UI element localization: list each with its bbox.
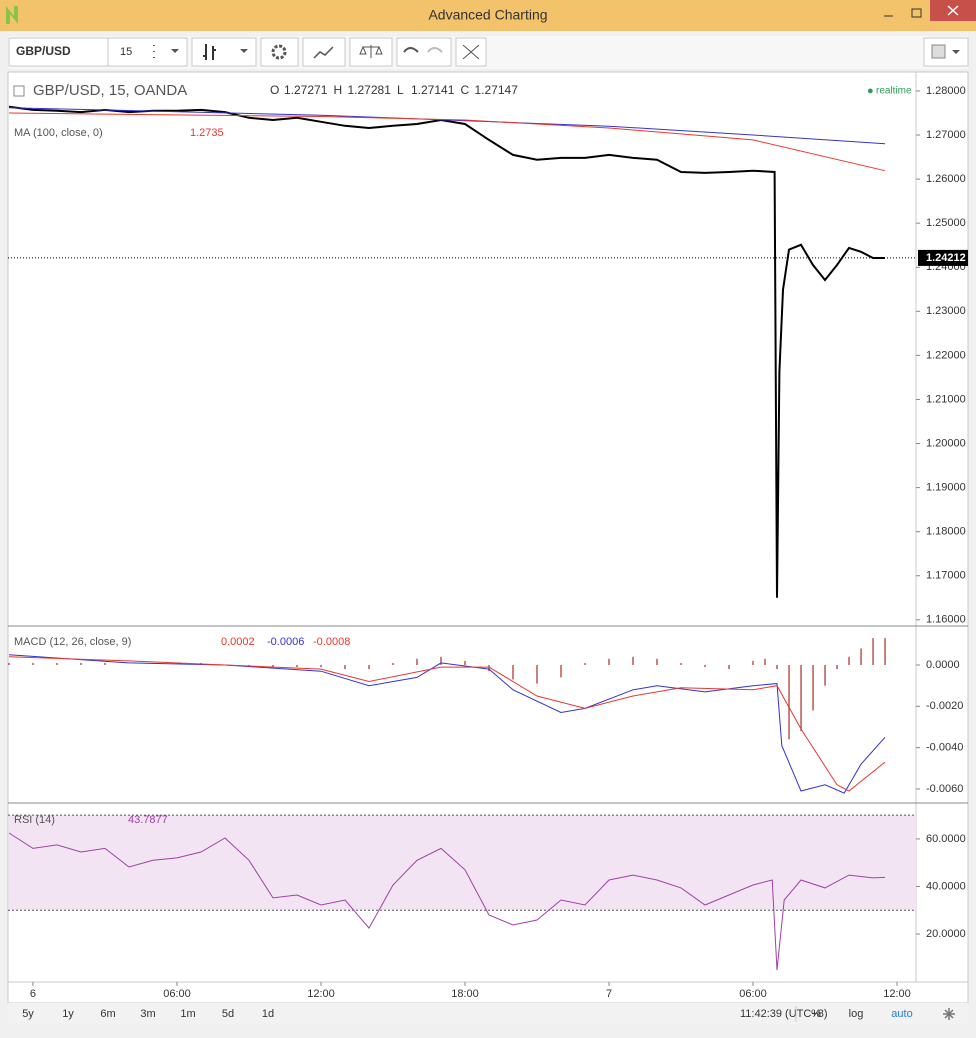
redo-icon[interactable]: [427, 47, 443, 53]
y-tick-label: 20.0000: [926, 928, 966, 940]
y-tick-label: -0.0040: [926, 742, 963, 754]
macd-legend-value: 0.0002: [221, 636, 255, 648]
y-tick-label: 1.25000: [926, 217, 966, 229]
y-tick-label: 1.21000: [926, 393, 966, 405]
interval[interactable]: 15: [120, 46, 132, 58]
ma-legend-value: 1.2735: [190, 127, 224, 139]
series-line: [8, 654, 886, 794]
undo-icon[interactable]: [403, 47, 419, 53]
settings-icon[interactable]: [943, 1008, 955, 1020]
macd-legend-value: -0.0006: [267, 636, 304, 648]
series-line: [8, 112, 886, 172]
title-bar: [0, 0, 976, 31]
y-tick-label: 1.28000: [926, 85, 966, 97]
x-tick-label: 12:00: [883, 988, 911, 1000]
window-controls[interactable]: [884, 0, 976, 21]
indicators-icon: [313, 46, 334, 59]
y-tick-label: 1.26000: [926, 173, 966, 185]
ohlc-label: O: [270, 83, 279, 97]
ohlc-label: H: [334, 83, 343, 97]
settings-button[interactable]: [260, 37, 299, 67]
series-line: [8, 107, 886, 145]
ohlc-value: 1.27271: [284, 83, 328, 97]
series-line: [8, 105, 885, 598]
y-tick-label: 1.16000: [926, 614, 966, 626]
range-button[interactable]: 5y: [22, 1008, 34, 1020]
y-tick-label: 1.19000: [926, 482, 966, 494]
price-legend-title: GBP/USD, 15, OANDA: [33, 82, 187, 99]
layout-icon: [931, 44, 946, 59]
rsi-legend-value: 43.7877: [128, 814, 168, 826]
bars-icon: [203, 44, 216, 60]
x-tick-label: 18:00: [451, 988, 479, 1000]
scale-button[interactable]: auto: [891, 1008, 912, 1020]
window-title: Advanced Charting: [428, 7, 547, 23]
last-price-box: [918, 249, 968, 266]
y-tick-label: 1.18000: [926, 526, 966, 538]
ohlc-value: 1.27147: [475, 83, 519, 97]
scale-icon: [359, 45, 383, 58]
scale-button[interactable]: %: [811, 1008, 821, 1020]
macd-legend: MACD (12, 26, close, 9): [14, 636, 131, 648]
y-tick-label: 1.20000: [926, 437, 966, 449]
range-button[interactable]: 3m: [140, 1008, 155, 1020]
last-price-label: 1.24212: [926, 252, 966, 264]
rsi-legend: RSI (14): [14, 814, 55, 826]
dropdown-icon: [952, 50, 960, 54]
y-tick-label: 40.0000: [926, 880, 966, 892]
maximize[interactable]: [911, 8, 922, 18]
y-tick-label: -0.0020: [926, 700, 963, 712]
range-button[interactable]: 1y: [62, 1008, 74, 1020]
collapse-icon[interactable]: [13, 85, 25, 97]
x-tick-label: 6: [30, 988, 36, 1000]
series-line: [8, 832, 886, 971]
macd-legend-value: -0.0008: [313, 636, 350, 648]
app-icon: [6, 6, 18, 24]
y-tick-label: 1.27000: [926, 129, 966, 141]
x-tick-label: 12:00: [307, 988, 335, 1000]
rsi-band: [9, 815, 916, 911]
ohlc-value: 1.27141: [411, 83, 455, 97]
status: ●: [867, 85, 874, 97]
y-tick-label: -0.0060: [926, 783, 963, 795]
close-icon: [947, 5, 959, 16]
indicators-button[interactable]: [302, 37, 346, 67]
fullscreen-icon: [462, 44, 480, 60]
bottom-bar: [8, 1003, 968, 1025]
symbol-box[interactable]: [8, 37, 188, 67]
range-button[interactable]: 1m: [180, 1008, 195, 1020]
x-tick-label: 7: [606, 988, 612, 1000]
scale-button[interactable]: log: [849, 1008, 864, 1020]
dropdown-icon[interactable]: [171, 49, 179, 53]
status-text: realtime: [876, 86, 912, 97]
x-tick-label: 06:00: [163, 988, 191, 1000]
clock: 11:42:39 (UTC+8): [740, 1008, 828, 1020]
symbol[interactable]: GBP/USD: [16, 44, 71, 58]
y-tick-label: 0.0000: [926, 659, 960, 671]
ohlc-label: L: [397, 83, 404, 97]
y-tick-label: 1.22000: [926, 349, 966, 361]
range-button[interactable]: 6m: [100, 1008, 115, 1020]
x-tick-label: 06:00: [739, 988, 767, 1000]
ma-legend: MA (100, close, 0): [14, 127, 103, 139]
series-line: [8, 656, 886, 792]
range-button[interactable]: 5d: [222, 1008, 234, 1020]
y-tick-label: 60.0000: [926, 833, 966, 845]
layout-button[interactable]: [923, 37, 969, 67]
dropdown-icon: [240, 49, 248, 53]
ohlc-label: C: [461, 83, 470, 97]
gear-icon: [271, 44, 287, 60]
y-tick-label: 1.17000: [926, 570, 966, 582]
chart-type-button[interactable]: [191, 37, 257, 67]
y-tick-label: 1.23000: [926, 305, 966, 317]
range-button[interactable]: 1d: [262, 1008, 274, 1020]
ohlc-value: 1.27281: [348, 83, 392, 97]
chart-layer: [8, 105, 916, 971]
